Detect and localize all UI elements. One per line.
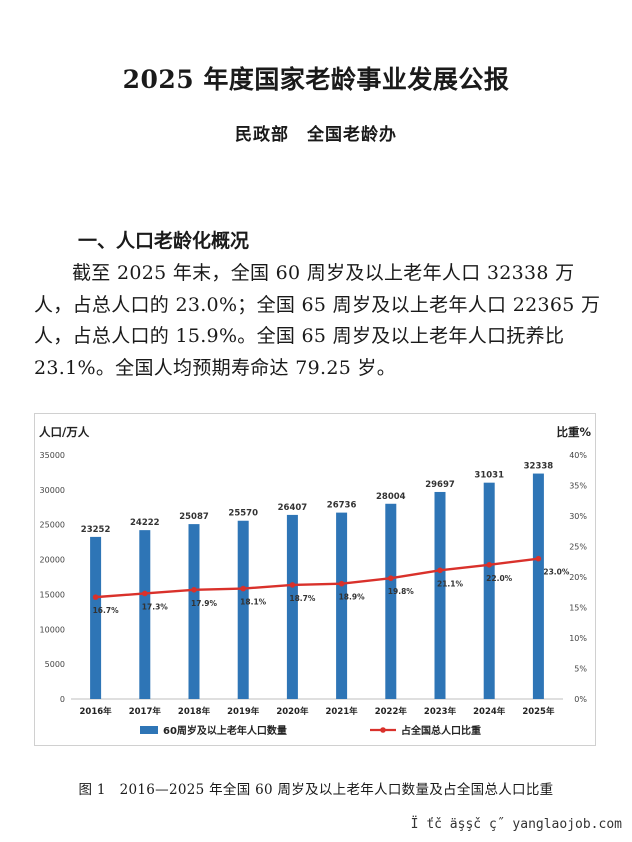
ratio-value-label: 19.8%	[388, 587, 415, 596]
bar	[385, 503, 397, 699]
bar-value-label: 29697	[425, 480, 455, 490]
ratio-value-label: 21.1%	[437, 579, 464, 588]
bar	[336, 512, 348, 699]
y-tick-label: 30000	[40, 486, 65, 495]
ratio-point	[191, 587, 197, 593]
bar-value-label: 23252	[81, 525, 111, 535]
y2-tick-label: 5%	[574, 665, 587, 674]
bar-value-label: 28004	[376, 492, 406, 502]
y-tick-label: 15000	[40, 590, 65, 599]
y2-tick-label: 30%	[569, 512, 587, 521]
population-chart: 人口/万人 比重% 0 5000 10000 15000 20000 25000 30000 35…	[34, 413, 596, 746]
bar-value-label: 25570	[228, 509, 258, 519]
bar	[188, 524, 200, 699]
bar-value-label: 25087	[179, 512, 209, 522]
bar	[286, 514, 298, 699]
y2-tick-label: 25%	[569, 543, 587, 552]
y2-axis-title: 比重%	[556, 425, 591, 439]
bar-value-label: 31031	[474, 471, 504, 481]
ratio-point	[388, 575, 394, 582]
bar	[90, 536, 102, 699]
body-paragraph: 截至 2025 年末，全国 60 周岁及以上老年人口 32338 万人，占总人口…	[34, 262, 601, 379]
x-tick-label: 2017年	[129, 706, 162, 717]
y2-tick-label: 35%	[569, 482, 587, 491]
ratio-line	[95, 557, 539, 599]
bar	[483, 482, 495, 699]
x-tick-label: 2018年	[178, 706, 211, 717]
x-tick-label: 2023年	[424, 706, 457, 717]
ratio-point	[486, 562, 493, 568]
ratio-point	[437, 567, 443, 574]
x-tick-label: 2020年	[276, 706, 309, 717]
bar-value-label: 24222	[130, 518, 160, 528]
ratio-point	[289, 582, 296, 588]
x-tick-label: 2024年	[473, 706, 506, 717]
ratio-value-label: 18.1%	[240, 598, 267, 607]
ratio-point	[92, 594, 99, 600]
body-paragraph-block: 截至 2025 年末，全国 60 周岁及以上老年人口 32338 万人，占总人口…	[34, 258, 604, 384]
ratio-value-label: 23.0%	[543, 568, 570, 577]
x-tick-label: 2025年	[522, 706, 555, 717]
ratio-value-label: 18.7%	[289, 594, 316, 603]
y2-tick-label: 10%	[569, 634, 587, 643]
y2-tick-label: 20%	[569, 573, 587, 582]
watermark-text: Ï ťč äşşč ç˝ yanglaojob.com	[410, 817, 622, 832]
y2-tick-label: 0%	[574, 695, 587, 704]
document-authors: 民政部 全国老龄办	[235, 125, 397, 145]
bar-value-label: 32338	[524, 462, 554, 472]
x-tick-label: 2021年	[326, 706, 359, 717]
y2-tick-label: 15%	[569, 604, 587, 613]
ratio-value-label: 17.3%	[142, 602, 169, 611]
y-tick-label: 10000	[40, 625, 65, 634]
bar	[532, 473, 544, 699]
ratio-value-label: 18.9%	[339, 593, 366, 602]
bar	[139, 530, 151, 699]
chart-canvas: 人口/万人 比重% 0 5000 10000 15000 20000 25000 30000 35…	[39, 425, 591, 737]
y-axis-title: 人口/万人	[39, 425, 90, 439]
ratio-value-label: 16.7%	[93, 606, 120, 615]
legend-bar-label: 60周岁及以上老年人口数量	[163, 724, 287, 737]
x-tick-label: 2019年	[227, 706, 260, 717]
document-title: 2025 年度国家老龄事业发展公报	[122, 65, 510, 94]
section-heading: 一、人口老龄化概况	[78, 230, 250, 252]
ratio-point	[240, 585, 246, 592]
x-tick-label: 2022年	[375, 706, 408, 717]
ratio-value-label: 17.9%	[191, 599, 218, 608]
ratio-point	[535, 555, 542, 562]
bar	[434, 491, 446, 699]
bar-value-label: 26736	[327, 501, 357, 511]
legend-bar-swatch	[140, 726, 158, 734]
bar-value-label: 26407	[278, 503, 308, 513]
ratio-point	[142, 590, 148, 597]
y-tick-label: 5000	[45, 660, 65, 669]
legend-line-label: 占全国总人口比重	[401, 724, 481, 737]
bar	[237, 520, 249, 699]
ratio-point	[338, 580, 345, 587]
figure-caption: 图 1 2016—2025 年全国 60 周岁及以上老年人口数量及占全国总人口比…	[78, 782, 554, 798]
y2-tick-label: 40%	[569, 451, 587, 460]
y-tick-label: 25000	[40, 521, 65, 530]
y-tick-label: 35000	[40, 451, 65, 460]
legend-line-marker	[380, 727, 386, 733]
y-tick-label: 20000	[40, 556, 65, 565]
x-tick-label: 2016年	[80, 706, 113, 717]
y-tick-label: 0	[60, 695, 65, 704]
ratio-value-label: 22.0%	[486, 574, 513, 583]
